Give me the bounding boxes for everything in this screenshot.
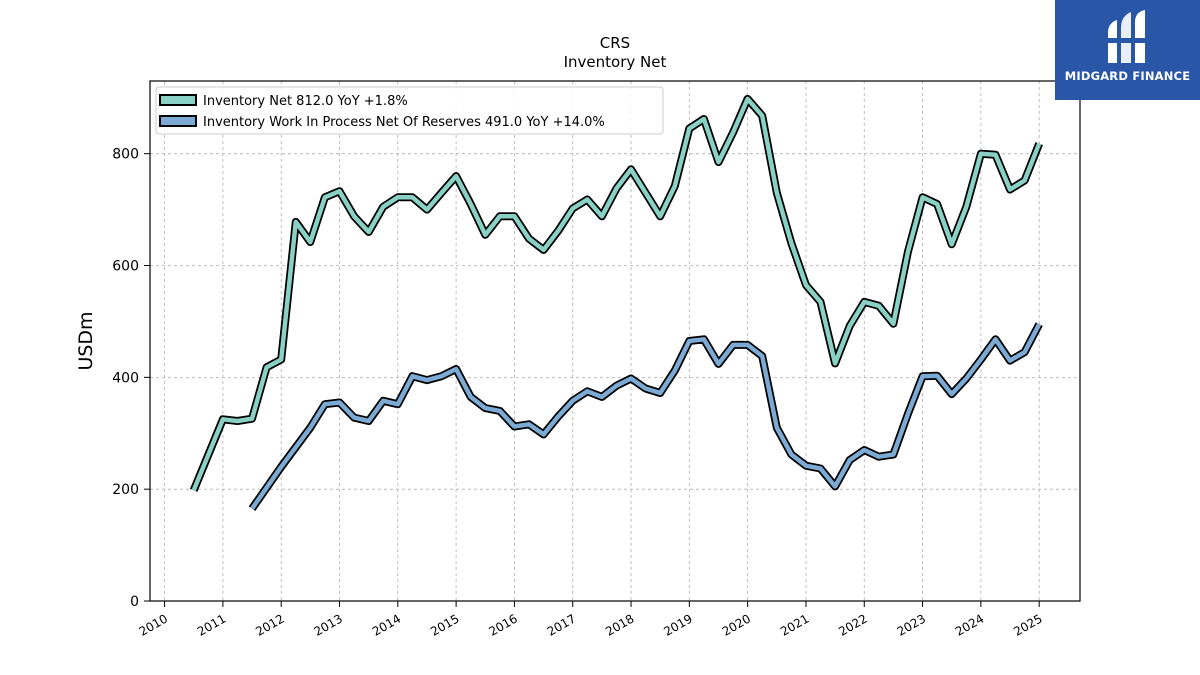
legend-box (155, 86, 664, 135)
y-tick-label: 0 (130, 594, 139, 610)
series-line-0 (191, 96, 1042, 492)
x-tick-label: 2020 (720, 611, 753, 638)
x-tick-label: 2018 (603, 611, 636, 638)
series-outline-0 (190, 94, 1043, 492)
x-tick-label: 2014 (370, 611, 403, 638)
brand-logo: MIDGARD FINANCE (1055, 0, 1200, 100)
y-tick-label: 800 (112, 147, 139, 163)
series-layer (190, 94, 1043, 511)
x-tick-label: 2017 (545, 611, 578, 638)
x-tick-label: 2010 (137, 611, 170, 638)
y-tick-label: 200 (112, 482, 139, 498)
series-line-1 (250, 323, 1042, 510)
legend: Inventory Net 812.0 YoY +1.8% Inventory W… (155, 86, 664, 135)
x-tick-label: 2024 (953, 611, 986, 638)
x-tick-label: 2011 (195, 611, 228, 638)
y-tick-label: 400 (112, 370, 139, 386)
x-tick-label: 2021 (778, 611, 811, 638)
x-tick-label: 2019 (661, 611, 694, 638)
legend-label-1: Inventory Work In Process Net Of Reserve… (203, 115, 605, 130)
chart-title: CRS (600, 34, 630, 52)
y-axis-label: USDm (75, 311, 97, 370)
x-tick-label: 2015 (428, 611, 461, 638)
brand-mark-icon (1106, 10, 1148, 63)
x-tick-label: 2022 (836, 611, 869, 638)
brand-name: MIDGARD FINANCE (1064, 69, 1191, 83)
grid (150, 81, 1080, 601)
x-tick-label: 2025 (1011, 611, 1044, 638)
x-tick-label: 2023 (895, 611, 928, 638)
x-tick-label: 2016 (486, 611, 519, 638)
y-tick-label: 600 (112, 259, 139, 275)
legend-swatch-0 (159, 94, 197, 106)
x-tick-label: 2012 (253, 611, 286, 638)
legend-swatch-1 (159, 115, 197, 127)
plot-frame (149, 80, 1081, 602)
legend-label-0: Inventory Net 812.0 YoY +1.8% (203, 94, 408, 109)
chart-subtitle: Inventory Net (564, 53, 667, 71)
x-tick-label: 2013 (312, 611, 345, 638)
